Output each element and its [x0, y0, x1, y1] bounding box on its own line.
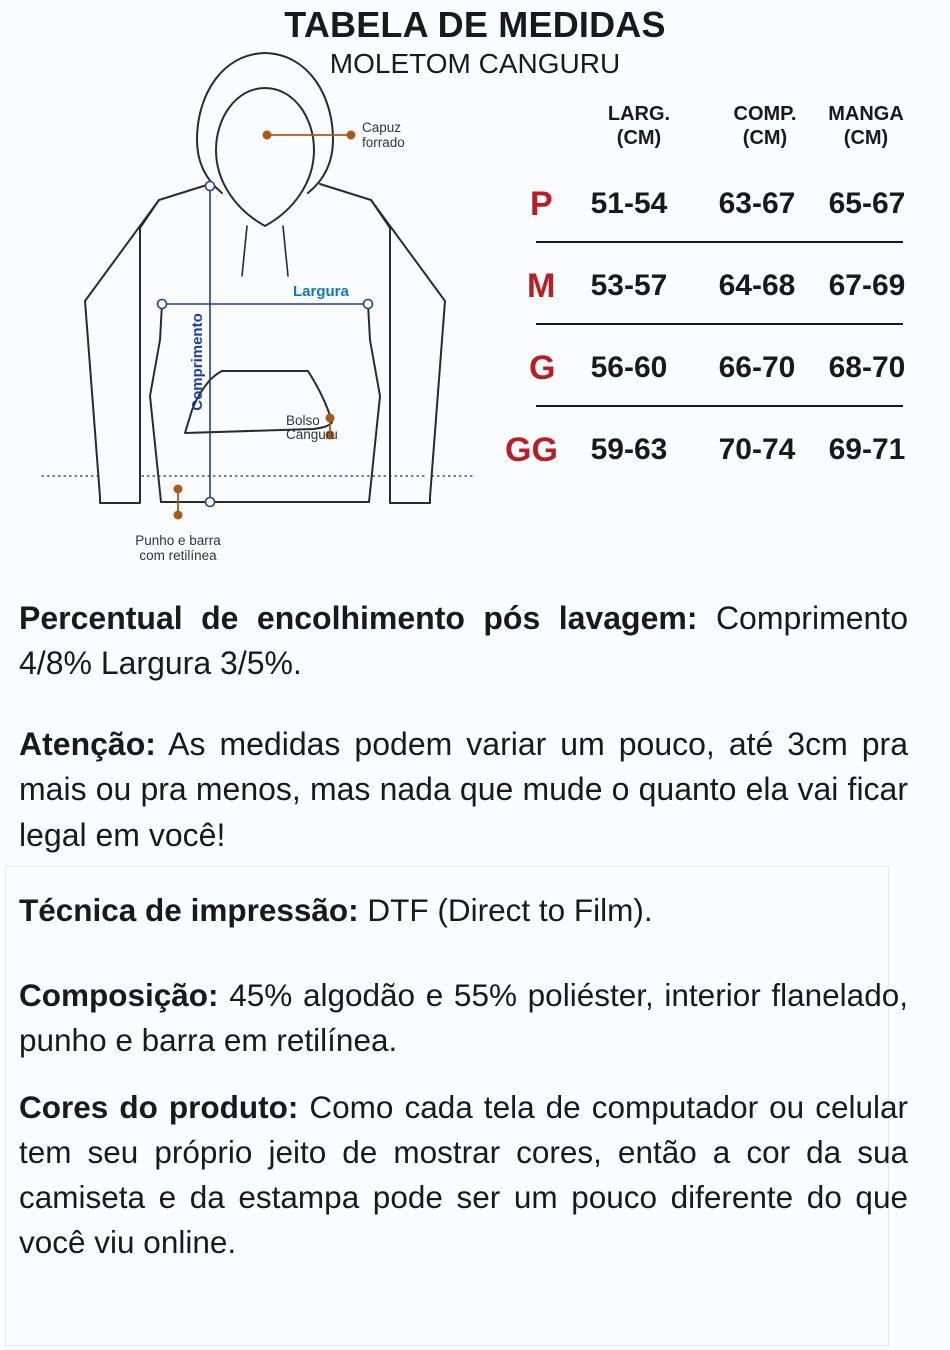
- svg-text:Punho e barra: Punho e barra: [135, 533, 221, 548]
- svg-text:com retilínea: com retilínea: [139, 548, 217, 563]
